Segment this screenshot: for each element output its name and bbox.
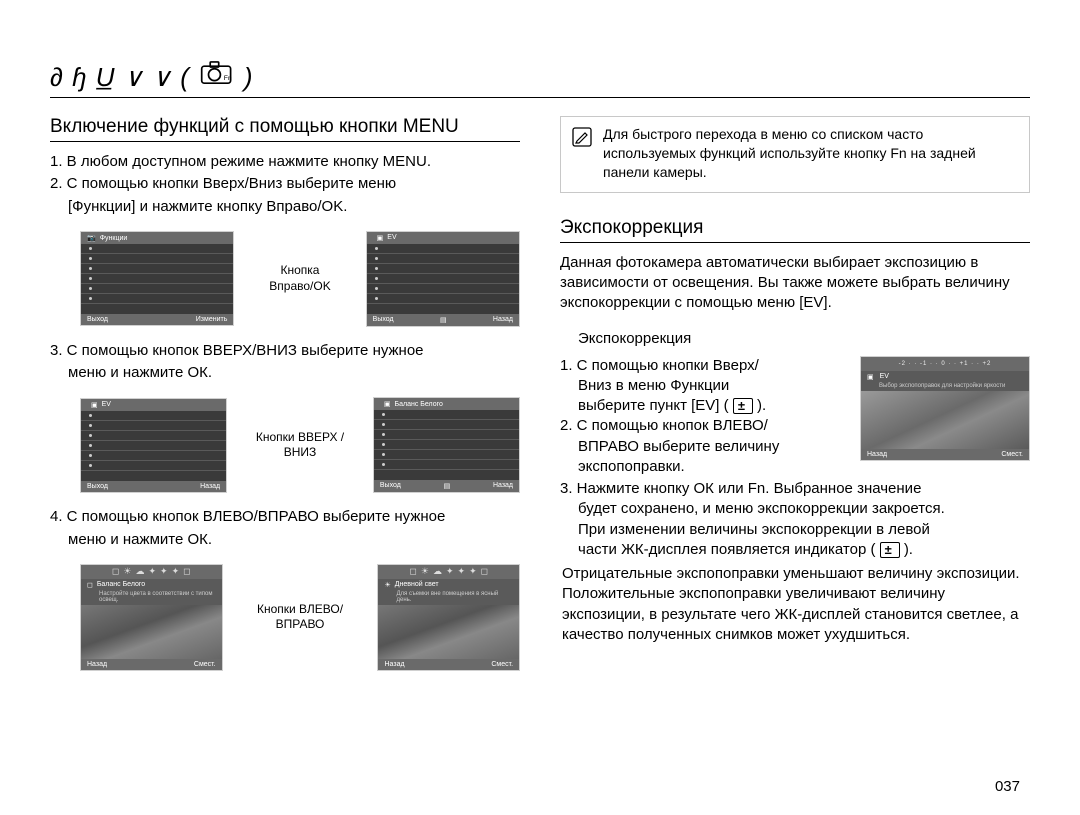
note-text: Для быстрого перехода в меню со списком …	[603, 125, 1017, 182]
left-step2b: [Функции] и нажмите кнопку Вправо/OK.	[50, 197, 520, 217]
ev-step3: 3. Нажмите кнопку ОК или Fn. Выбранное з…	[560, 479, 1030, 560]
ev-text: 1. С помощью кнопки Вверх/ Вниз в меню Ф…	[560, 356, 842, 478]
left-step4: 4. С помощью кнопок ВЛЕВО/ВПРАВО выберит…	[50, 507, 520, 527]
preview-thumb-1: ◻☀☁✦✦✦◻ ◻Баланс Белого Настройте цвета в…	[80, 564, 223, 671]
left-step3: 3. С помощью кнопок ВВЕРХ/ВНИЗ выберите …	[50, 341, 520, 361]
ev-thumb: -2 · · -1 · · 0 · · +1 · · +2 ▣EV Выбор …	[860, 356, 1030, 461]
note-box: Для быстрого перехода в меню со списком …	[560, 116, 1030, 193]
left-heading: Включение функций с помощью кнопки MENU	[50, 116, 520, 142]
left-steps: 1. В любом доступном режиме нажмите кноп…	[50, 152, 520, 217]
page-title-close: )	[244, 62, 254, 93]
thumb-label-2: Кнопки ВВЕРХ / ВНИЗ	[241, 430, 359, 461]
page-title: ∂ ɧ U̲ ∨ ∨ (	[50, 62, 190, 93]
menu-thumb-3: ▣EV ВыходНазад	[80, 398, 227, 493]
ev-row: 1. С помощью кнопки Вверх/ Вниз в меню Ф…	[560, 356, 1030, 478]
right-sub: Экспокоррекция	[560, 329, 1030, 349]
page-number: 037	[995, 778, 1020, 795]
menu-thumb-2: ▣EV Выход▤Назад	[366, 231, 520, 327]
right-column: Для быстрого перехода в меню со списком …	[560, 116, 1030, 685]
left-step3b: меню и нажмите ОК.	[50, 363, 520, 383]
left-step4-block: 4. С помощью кнопок ВЛЕВО/ВПРАВО выберит…	[50, 507, 520, 550]
thumb-label-3: Кнопки ВЛЕВО/ ВПРАВО	[237, 602, 364, 633]
left-step2: 2. С помощью кнопки Вверх/Вниз выберите …	[50, 174, 520, 194]
thumb-label-1: Кнопка Вправо/OK	[248, 263, 351, 294]
menu-thumb-4: ▣Баланс Белого Выход▤Назад	[373, 397, 520, 493]
camera-fn-icon: Fn	[200, 60, 234, 86]
note-icon	[571, 125, 593, 182]
left-step1: 1. В любом доступном режиме нажмите кноп…	[50, 152, 520, 172]
svg-text:Fn: Fn	[224, 75, 232, 82]
content-columns: Включение функций с помощью кнопки MENU …	[50, 116, 1030, 685]
ev-icon	[733, 398, 753, 414]
right-para2: Отрицательные экспопоправки уменьшают ве…	[560, 564, 1030, 645]
right-heading: Экспокоррекция	[560, 217, 1030, 243]
thumb-row-1: 📷Функции ВыходИзменить Кнопка Вправо/OK …	[80, 231, 520, 327]
page-title-row: ∂ ɧ U̲ ∨ ∨ ( Fn )	[50, 60, 1030, 98]
left-step3-block: 3. С помощью кнопок ВВЕРХ/ВНИЗ выберите …	[50, 341, 520, 384]
thumb-row-2: ▣EV ВыходНазад Кнопки ВВЕРХ / ВНИЗ ▣Бала…	[80, 397, 520, 493]
preview-thumb-2: ◻☀☁✦✦✦◻ ☀Дневной свет Для съемки вне пом…	[377, 564, 520, 671]
left-step4b: меню и нажмите ОК.	[50, 530, 520, 550]
ev-icon-2	[880, 542, 900, 558]
right-intro: Данная фотокамера автоматически выбирает…	[560, 253, 1030, 314]
thumb-row-3: ◻☀☁✦✦✦◻ ◻Баланс Белого Настройте цвета в…	[80, 564, 520, 671]
left-column: Включение функций с помощью кнопки MENU …	[50, 116, 520, 685]
menu-thumb-1: 📷Функции ВыходИзменить	[80, 231, 234, 326]
